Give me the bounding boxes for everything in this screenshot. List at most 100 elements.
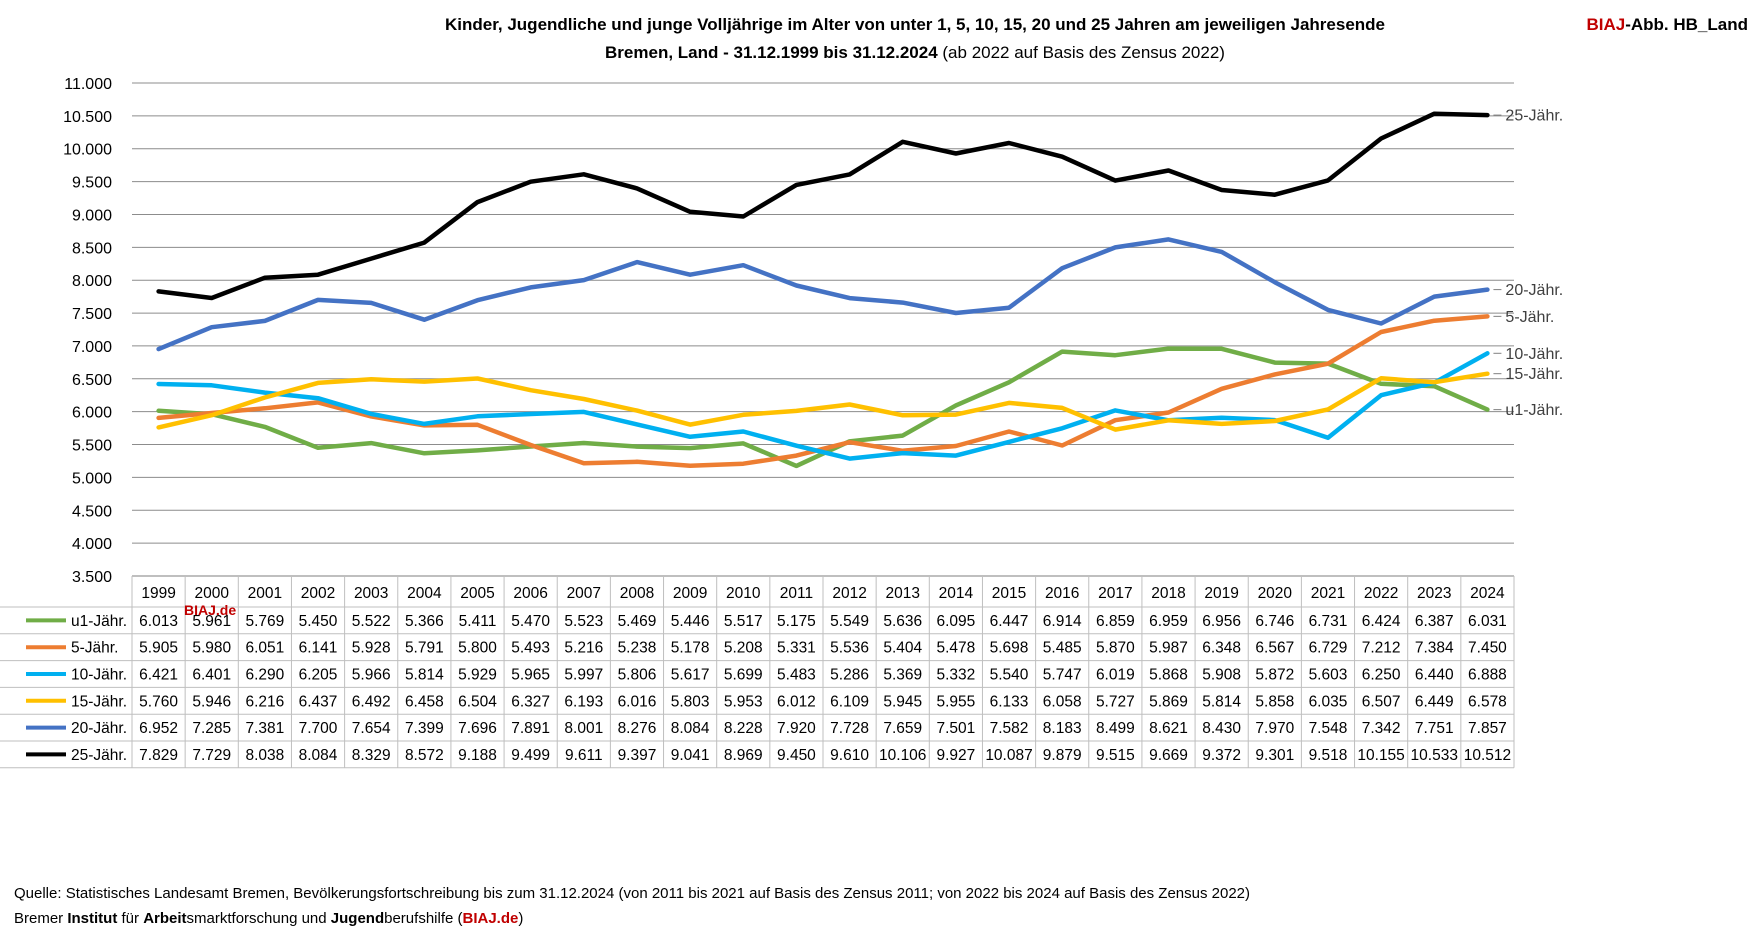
series-lines [156, 111, 1490, 469]
table-cell: 5.699 [724, 667, 763, 684]
table-cell: 6.016 [618, 693, 657, 710]
table-cell: 9.372 [1202, 747, 1241, 764]
table-cell: 6.216 [245, 693, 284, 710]
y-tick-label: 10.500 [63, 109, 112, 126]
table-cell: 7.829 [139, 747, 178, 764]
table-cell: 9.041 [671, 747, 710, 764]
chart-title-line2: Bremen, Land - 31.12.1999 bis 31.12.2024… [605, 43, 1225, 62]
table-cell: 5.603 [1309, 667, 1348, 684]
table-cell: 8.001 [564, 720, 603, 737]
table-cell: 7.920 [777, 720, 816, 737]
x-tick-label: 2020 [1258, 585, 1293, 602]
institute-part: smarktforschung und [187, 910, 331, 927]
table-cell: 5.332 [936, 667, 975, 684]
table-cell: 5.216 [564, 640, 603, 657]
x-tick-label: 2013 [885, 585, 919, 602]
x-tick-label: 2017 [1098, 585, 1132, 602]
table-cell: 7.212 [1362, 640, 1401, 657]
table-cell: 10.155 [1357, 747, 1404, 764]
x-tick-label: 2005 [460, 585, 494, 602]
x-tick-label: 2000 [194, 585, 229, 602]
table-cell: 6.424 [1362, 613, 1401, 630]
table-cell: 8.621 [1149, 720, 1188, 737]
figure-tag-red: BIAJ [1586, 15, 1625, 34]
institute-part: BIAJ.de [463, 910, 519, 927]
table-cell: 5.814 [405, 667, 444, 684]
x-tick-label: 2023 [1417, 585, 1451, 602]
table-cell: 6.504 [458, 693, 497, 710]
table-cell: 6.492 [352, 693, 391, 710]
table-cell: 8.969 [724, 747, 763, 764]
table-cell: 8.276 [618, 720, 657, 737]
table-cell: 7.501 [936, 720, 975, 737]
table-cell: 7.548 [1309, 720, 1348, 737]
table-cell: 6.449 [1415, 693, 1454, 710]
y-tick-label: 8.500 [72, 240, 112, 257]
legend-label: 25-Jähr. [71, 747, 127, 764]
table-cell: 6.447 [990, 613, 1029, 630]
series-end-label: 20-Jähr. [1505, 282, 1563, 299]
table-cell: 6.012 [777, 693, 816, 710]
table-cell: 5.929 [458, 667, 497, 684]
table-cell: 9.518 [1309, 747, 1348, 764]
y-tick-label: 10.000 [63, 142, 112, 159]
x-tick-label: 2009 [673, 585, 707, 602]
table-cell: 8.183 [1043, 720, 1082, 737]
series-end-label: 25-Jähr. [1505, 108, 1563, 125]
table-cell: 5.800 [458, 640, 497, 657]
table-cell: 9.610 [830, 747, 869, 764]
data-table: 1999 2000 2001 2002 2003 2004 2005 2006 2007 2008… [0, 576, 1515, 769]
series-end-label: 10-Jähr. [1505, 346, 1563, 363]
table-cell: 10.533 [1411, 747, 1458, 764]
table-cell: 10.512 [1464, 747, 1511, 764]
table-cell: 5.791 [405, 640, 444, 657]
series-end-label: 15-Jähr. [1505, 366, 1563, 383]
x-tick-label: 2019 [1204, 585, 1238, 602]
table-cell: 6.133 [990, 693, 1029, 710]
table-cell: 5.858 [1255, 693, 1294, 710]
y-tick-label: 5.000 [72, 470, 112, 487]
table-cell: 7.659 [883, 720, 922, 737]
table-cell: 5.965 [511, 667, 550, 684]
y-tick-label: 5.500 [72, 438, 112, 455]
table-cell: 6.567 [1255, 640, 1294, 657]
table-cell: 5.331 [777, 640, 816, 657]
y-tick-label: 6.500 [72, 372, 112, 389]
table-cell: 6.507 [1362, 693, 1401, 710]
table-cell: 6.193 [564, 693, 603, 710]
table-cell: 6.109 [830, 693, 869, 710]
table-cell: 5.208 [724, 640, 763, 657]
table-cell: 5.369 [883, 667, 922, 684]
series-line [156, 237, 1490, 352]
institute-part: Jugend [331, 910, 384, 927]
table-cell: 5.450 [299, 613, 338, 630]
x-tick-label: 2016 [1045, 585, 1079, 602]
table-cell: 5.286 [830, 667, 869, 684]
table-cell: 8.430 [1202, 720, 1241, 737]
table-cell: 5.470 [511, 613, 550, 630]
table-cell: 7.970 [1255, 720, 1294, 737]
table-cell: 5.175 [777, 613, 816, 630]
chart-title-line2-normal: (ab 2022 auf Basis des Zensus 2022) [938, 43, 1225, 62]
table-cell: 7.891 [511, 720, 550, 737]
table-cell: 6.051 [245, 640, 284, 657]
table-cell: 7.384 [1415, 640, 1454, 657]
y-tick-label: 7.000 [72, 339, 112, 356]
table-cell: 5.769 [245, 613, 284, 630]
legend-label: 15-Jähr. [71, 693, 127, 710]
table-cell: 5.869 [1149, 693, 1188, 710]
table-cell: 6.013 [139, 613, 178, 630]
table-cell: 5.760 [139, 693, 178, 710]
table-cell: 5.366 [405, 613, 444, 630]
table-cell: 5.946 [192, 693, 231, 710]
table-cell: 8.329 [352, 747, 391, 764]
x-tick-label: 2003 [354, 585, 388, 602]
table-cell: 7.342 [1362, 720, 1401, 737]
table-cell: 5.997 [564, 667, 603, 684]
table-cell: 9.515 [1096, 747, 1135, 764]
table-cell: 5.803 [671, 693, 710, 710]
chart-title-line2-bold: Bremen, Land - 31.12.1999 bis 31.12.2024 [605, 43, 938, 62]
institute-part: berufshilfe ( [384, 910, 462, 927]
table-cell: 6.401 [192, 667, 231, 684]
table-cell: 8.499 [1096, 720, 1135, 737]
